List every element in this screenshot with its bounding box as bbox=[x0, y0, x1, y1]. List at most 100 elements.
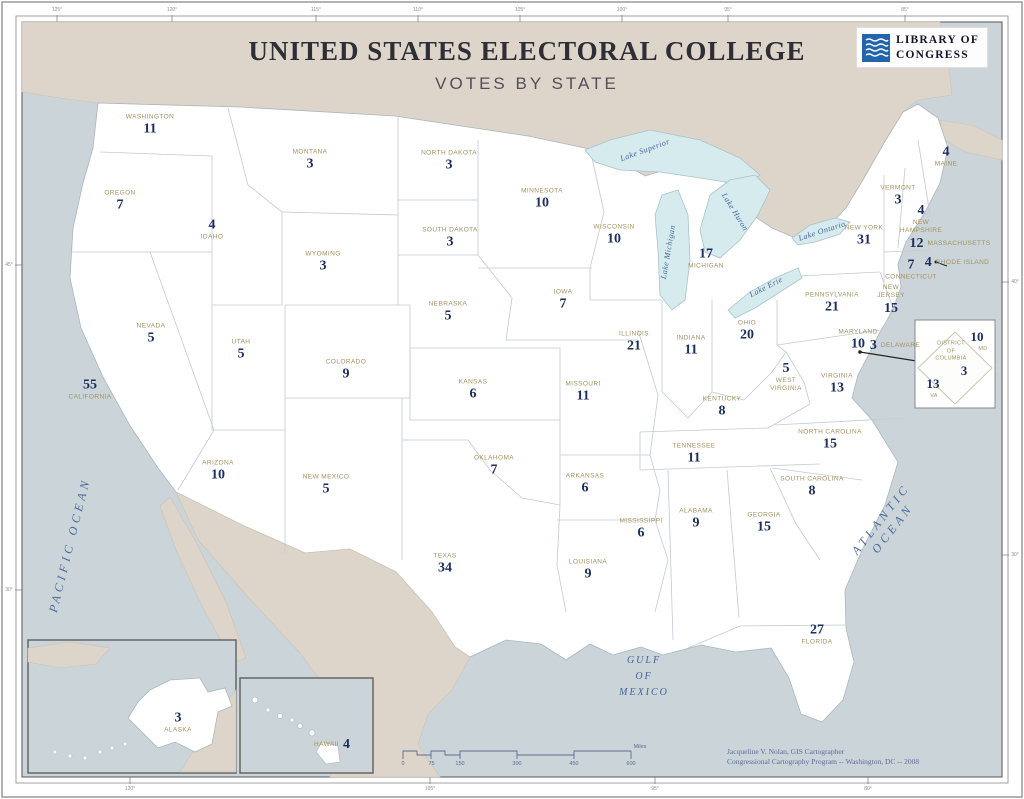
state-votes-kentucky: 8 bbox=[718, 403, 726, 419]
lake-erie-shape bbox=[727, 267, 803, 319]
state-votes-indiana: 11 bbox=[684, 342, 698, 358]
logo-text: LIBRARY OF CONGRESS bbox=[896, 33, 979, 62]
state-name-vermont: VERMONT bbox=[880, 184, 916, 192]
state-name-west-virginia: WEST VIRGINIA bbox=[770, 377, 802, 393]
wavy-flag-icon bbox=[862, 33, 890, 62]
state-name-colorado: COLORADO bbox=[325, 358, 367, 366]
state-votes-utah: 5 bbox=[237, 346, 245, 362]
votes-label-13: 13 bbox=[926, 376, 940, 391]
dc-inset bbox=[858, 319, 996, 409]
dc-diamond-shape bbox=[917, 331, 993, 405]
state-label-new-hampshire: 4 NEW HAMPSHIRE bbox=[900, 204, 942, 236]
graticule-bottom-105°: 105° bbox=[424, 786, 436, 792]
graticule-bottom-120°: 120° bbox=[124, 786, 136, 792]
state-votes-new-york: 31 bbox=[856, 232, 871, 248]
state-name-arizona: ARIZONA bbox=[202, 459, 234, 467]
state-name-wisconsin: WISCONSIN bbox=[593, 223, 635, 231]
votes-label-10: 10 bbox=[970, 329, 984, 344]
state-label-kansas: KANSAS 6 bbox=[459, 378, 488, 401]
state-votes-pennsylvania: 21 bbox=[825, 299, 839, 315]
state-name-missouri: MISSOURI bbox=[565, 380, 601, 388]
state-votes-new-hampshire: 4 bbox=[917, 203, 925, 219]
state-votes-nebraska: 5 bbox=[444, 308, 452, 324]
state-label-north-carolina: NORTH CAROLINA 15 bbox=[798, 428, 862, 451]
state-name-florida: FLORIDA bbox=[801, 638, 833, 646]
state-name-wyoming: WYOMING bbox=[305, 250, 341, 258]
state-label-maryland: MARYLAND 10 bbox=[838, 328, 877, 351]
state-name-maine: MAINE bbox=[934, 160, 958, 168]
state-name-massachusetts: MASSACHUSETTS bbox=[927, 239, 991, 247]
state-label-north-dakota: NORTH DAKOTA 3 bbox=[421, 149, 477, 172]
state-votes-ohio: 20 bbox=[740, 327, 754, 343]
state-votes-montana: 3 bbox=[306, 156, 314, 172]
state-borders bbox=[70, 107, 931, 649]
state-label-kentucky: KENTUCKY 8 bbox=[703, 395, 742, 418]
state-name-pennsylvania: PENNSYLVANIA bbox=[805, 291, 859, 299]
state-votes-mississippi: 6 bbox=[637, 525, 645, 541]
state-votes-nevada: 5 bbox=[147, 330, 155, 346]
state-votes-illinois: 21 bbox=[627, 338, 641, 354]
state-name-kentucky: KENTUCKY bbox=[702, 395, 742, 403]
cartographer-credit: Jacqueline V. Nolan, GIS Cartographer bbox=[727, 747, 845, 756]
hawaii-inset bbox=[239, 677, 374, 774]
lake-label-lake-huron: Lake Huron bbox=[719, 191, 751, 233]
ocean-label-pacific-ocean: PACIFIC OCEAN bbox=[45, 475, 94, 614]
state-label-nebraska: NEBRASKA 5 bbox=[429, 300, 468, 323]
state-name-nebraska: NEBRASKA bbox=[428, 300, 468, 308]
state-votes-alabama: 9 bbox=[692, 515, 700, 531]
state-label-mississippi: MISSISSIPPI 6 bbox=[619, 517, 662, 540]
graticule-top-85°: 85° bbox=[901, 7, 909, 13]
state-name-new-jersey: NEW JERSEY bbox=[877, 284, 905, 300]
state-label-alabama: ALABAMA 9 bbox=[679, 507, 713, 530]
lake-michigan-shape bbox=[654, 189, 691, 311]
state-votes-colorado: 9 bbox=[342, 366, 350, 382]
state-votes-wyoming: 3 bbox=[319, 258, 327, 274]
state-name-oregon: OREGON bbox=[104, 189, 136, 197]
state-name-kansas: KANSAS bbox=[458, 378, 488, 386]
state-name-montana: MONTANA bbox=[292, 148, 328, 156]
state-name-washington: WASHINGTON bbox=[125, 113, 175, 121]
state-votes-vermont: 3 bbox=[894, 192, 902, 208]
state-label-tennessee: TENNESSEE 11 bbox=[673, 442, 716, 465]
state-votes-texas: 34 bbox=[438, 560, 452, 576]
state-label-illinois: ILLINOIS 21 bbox=[619, 330, 649, 353]
state-name-utah: UTAH bbox=[231, 338, 251, 346]
state-votes-new-jersey: 15 bbox=[884, 300, 898, 316]
state-label-new-york: NEW YORK 31 bbox=[845, 224, 883, 247]
state-votes-georgia: 15 bbox=[756, 519, 771, 535]
scalebar-label-600: 600 bbox=[626, 761, 636, 767]
state-name-alabama: ALABAMA bbox=[679, 507, 713, 515]
state-name-ohio: OHIO bbox=[737, 319, 757, 327]
state-votes-north-dakota: 3 bbox=[445, 157, 453, 173]
graticule-top-120°: 120° bbox=[166, 7, 178, 13]
state-name-arkansas: ARKANSAS bbox=[565, 472, 605, 480]
alaska-shape bbox=[127, 677, 233, 753]
state-name-georgia: GEORGIA bbox=[747, 511, 781, 519]
tiny-tan-label-district: DISTRICT OF COLUMBIA bbox=[935, 340, 967, 362]
state-label-alaska: 3 ALASKA bbox=[164, 711, 192, 734]
state-name-alaska: ALASKA bbox=[164, 726, 192, 734]
state-name-connecticut: CONNECTICUT bbox=[885, 273, 937, 281]
state-name-nevada: NEVADA bbox=[136, 322, 166, 330]
state-label-west-virginia: 5 WEST VIRGINIA bbox=[770, 362, 802, 394]
state-label-california: 55 CALIFORNIA bbox=[68, 378, 111, 401]
graticule-top-95°: 95° bbox=[724, 7, 732, 13]
state-votes-michigan: 17 bbox=[698, 246, 713, 262]
state-label-florida: 27 FLORIDA bbox=[802, 623, 833, 646]
graticule-ticks bbox=[15, 15, 1009, 784]
state-name-rhode-island: RHODE ISLAND bbox=[935, 258, 990, 266]
scalebar-label-0: 0 bbox=[401, 761, 405, 767]
state-votes-virginia: 13 bbox=[829, 380, 844, 396]
state-votes-north-carolina: 15 bbox=[822, 436, 837, 452]
state-label-nevada: NEVADA 5 bbox=[137, 322, 166, 345]
state-name-south-carolina: SOUTH CAROLINA bbox=[780, 475, 844, 483]
state-name-california: CALIFORNIA bbox=[68, 393, 112, 401]
scalebar-unit: Miles bbox=[633, 744, 647, 750]
state-label-washington: WASHINGTON 11 bbox=[126, 113, 174, 136]
state-label-montana: MONTANA 3 bbox=[293, 148, 328, 171]
state-votes-rhode-island: 4 bbox=[924, 255, 932, 270]
state-name-south-dakota: SOUTH DAKOTA bbox=[422, 226, 478, 234]
hawaii-big-island-shape bbox=[315, 741, 341, 765]
state-name-illinois: ILLINOIS bbox=[619, 330, 649, 338]
